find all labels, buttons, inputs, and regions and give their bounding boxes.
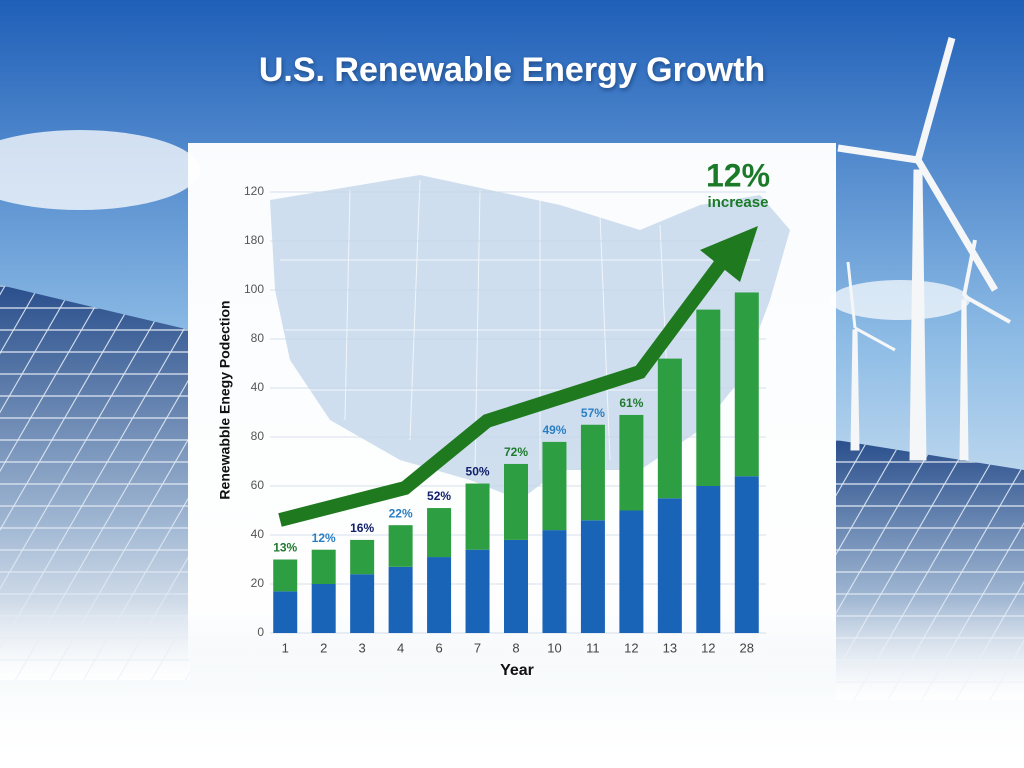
bar-segment — [619, 414, 644, 511]
y-tick-label: 80 — [251, 429, 265, 443]
bar-segment — [350, 539, 375, 575]
bar-segment — [465, 549, 490, 633]
bar-label: 50% — [466, 465, 490, 479]
bar-segment — [542, 441, 567, 531]
x-tick-label: 7 — [474, 640, 481, 655]
y-tick-label: 60 — [251, 478, 265, 492]
bar-segment — [311, 549, 336, 584]
x-tick-label: 3 — [359, 640, 366, 655]
bar-segment — [388, 566, 413, 633]
wind-turbines — [837, 37, 1011, 461]
x-tick-label: 10 — [547, 640, 561, 655]
bar-segment — [427, 508, 452, 558]
x-tick-label: 8 — [512, 640, 519, 655]
bar-segment — [273, 559, 298, 592]
bar-label: 22% — [389, 506, 413, 520]
solar-cells — [0, 285, 190, 680]
bar-segment — [273, 591, 298, 633]
bar-label: 49% — [542, 423, 566, 437]
cloud — [0, 130, 200, 210]
bar-label: 52% — [427, 489, 451, 503]
x-tick-label: 12 — [701, 640, 715, 655]
x-tick-label: 11 — [586, 640, 600, 655]
bar-label: 57% — [581, 406, 605, 420]
bar-segment — [657, 358, 682, 499]
bar-label: 72% — [504, 445, 528, 459]
x-tick-label: 1 — [282, 640, 289, 655]
x-tick-label: 13 — [663, 640, 677, 655]
bar-segment — [465, 483, 490, 550]
y-tick-label: 100 — [244, 282, 264, 296]
bar-segment — [504, 539, 528, 633]
x-tick-label: 28 — [740, 640, 754, 655]
bar-segment — [734, 292, 759, 477]
bar-segment — [657, 498, 682, 633]
bar-segment — [388, 525, 413, 567]
annotation-value: 12% — [706, 157, 770, 193]
y-tick-label: 40 — [251, 527, 265, 541]
bar-label: 16% — [350, 521, 374, 535]
bar-segment — [619, 510, 644, 633]
bar-segment — [504, 463, 528, 540]
bar-segment — [580, 424, 605, 521]
y-tick-label: 20 — [251, 576, 265, 590]
x-tick-label: 12 — [624, 640, 638, 655]
x-tick-label: 4 — [397, 640, 404, 655]
chart-title: U.S. Renewable Energy Growth — [259, 51, 765, 89]
y-tick-label: 80 — [251, 331, 265, 345]
bar-label: 13% — [273, 541, 297, 555]
bar-segment — [734, 476, 759, 633]
bar-label: 61% — [619, 396, 643, 410]
y-tick-label: 40 — [251, 380, 265, 394]
plot: 0 20 40 60 80 40 80 100 180 120 1 13% 2 12% 3 16% 4 22% 6 5… — [244, 184, 766, 655]
annotation-text: increase — [708, 194, 769, 211]
trend-arrow — [278, 226, 758, 527]
y-tick-label: 180 — [244, 233, 264, 247]
x-axis-label: Year — [500, 662, 534, 679]
bar-segment — [580, 520, 605, 633]
cloud — [830, 280, 970, 320]
bar-segment — [427, 557, 452, 633]
bar-segment — [696, 486, 721, 633]
y-axis-label: Renewabble Enegy Podection — [217, 300, 233, 499]
bar-segment — [311, 584, 336, 633]
bar-segment — [542, 530, 567, 633]
bar-segment — [350, 574, 375, 633]
y-tick-label: 0 — [257, 625, 264, 639]
x-tick-label: 6 — [435, 640, 442, 655]
bar-label: 12% — [312, 531, 336, 545]
x-tick-label: 2 — [320, 640, 327, 655]
y-tick-label: 120 — [244, 184, 264, 198]
bar-segment — [696, 309, 721, 486]
